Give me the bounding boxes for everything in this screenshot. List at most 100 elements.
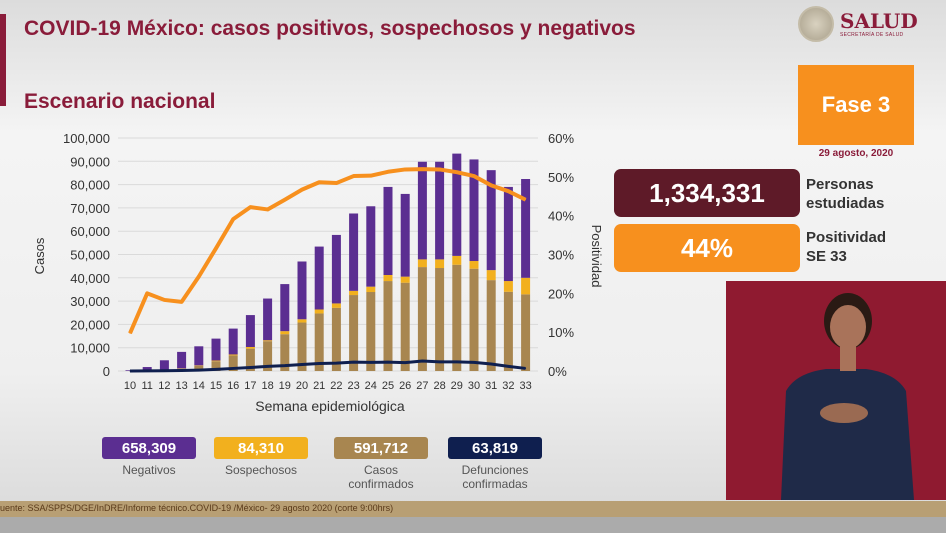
point [387, 171, 389, 173]
point [267, 208, 269, 210]
bar-negativos [142, 367, 152, 371]
x-tick-label: 13 [175, 380, 187, 392]
bar-casos-confirmados [331, 307, 341, 371]
bar-negativos [503, 186, 513, 282]
x-tick-label: 24 [365, 380, 377, 392]
x-tick-label: 26 [399, 380, 411, 392]
legend-value: 591,712 [334, 437, 428, 459]
point [439, 168, 441, 170]
positivity-label: Positividad SE 33 [806, 228, 886, 266]
bar-casos-confirmados [521, 294, 531, 371]
accent-bar [0, 14, 6, 106]
bar-negativos [314, 246, 324, 310]
bar-casos-confirmados [263, 341, 273, 371]
line-positividad [128, 167, 527, 335]
x-tick-label: 20 [296, 380, 308, 392]
x-tick-label: 28 [433, 380, 445, 392]
bar-negativos [349, 213, 359, 291]
legend-label: Casos confirmados [348, 463, 414, 491]
bar-sospechosos [521, 277, 531, 295]
x-tick-label: 18 [261, 380, 273, 392]
point [181, 301, 183, 303]
bar-negativos [297, 261, 307, 320]
point [507, 190, 509, 192]
x-tick-label: 14 [193, 380, 205, 392]
point [267, 365, 269, 367]
source-footer: uente: SSA/SPPS/DGE/InDRE/Informe técnic… [0, 501, 946, 517]
bar-negativos [177, 351, 187, 369]
x-tick-label: 15 [210, 380, 222, 392]
bar-negativos [486, 170, 496, 271]
legend-defunciones: 63,819 Defunciones confirmadas [443, 437, 547, 491]
y-tick-label: 100,000 [63, 131, 110, 146]
y2-tick-label: 40% [548, 209, 574, 224]
bar-sospechosos [383, 275, 393, 282]
y-tick-label: 50,000 [70, 248, 110, 263]
bar-sospechosos [452, 255, 462, 265]
logo-subtext: SECRETARÍA DE SALUD [840, 32, 904, 38]
point [456, 171, 458, 173]
bar-negativos [366, 206, 376, 287]
y-tick-label: 70,000 [70, 201, 110, 216]
y2-axis-label: Positividad [589, 225, 604, 288]
y-tick-label: 10,000 [70, 341, 110, 356]
legend-label: Sospechosos [224, 463, 298, 477]
y2-tick-label: 10% [548, 325, 574, 340]
bar-negativos [331, 234, 341, 304]
y2-tick-label: 50% [548, 170, 574, 185]
x-tick-label: 29 [451, 380, 463, 392]
x-tick-label: 32 [502, 380, 514, 392]
bar-sospechosos [297, 319, 307, 323]
point [163, 299, 165, 301]
bar-sospechosos [435, 259, 445, 269]
y2-tick-label: 60% [548, 131, 574, 146]
point [301, 363, 303, 365]
legend-label: Negativos [122, 463, 176, 477]
bar-sospechosos [349, 290, 359, 296]
label-line: Personas [806, 176, 874, 193]
point [129, 332, 131, 334]
x-tick-label: 31 [485, 380, 497, 392]
bar-sospechosos [280, 331, 290, 335]
phase-badge: Fase 3 [798, 65, 914, 145]
chart: 0 10,000 20,000 30,000 40,000 50,000 60,000 70,… [32, 131, 604, 414]
point [318, 181, 320, 183]
bar-negativos [400, 193, 410, 277]
bar-casos-confirmados [452, 264, 462, 371]
bar-casos-confirmados [314, 313, 324, 371]
legend-value: 658,309 [102, 437, 196, 459]
legend-sospechosos: 84,310 Sospechosos [209, 437, 313, 477]
bar-negativos [452, 153, 462, 256]
bar-negativos [211, 338, 221, 361]
x-tick-label: 11 [141, 380, 152, 392]
interpreter-figure [781, 293, 914, 500]
bar-sospechosos [469, 261, 479, 269]
x-tick-label: 33 [519, 380, 531, 392]
y-tick-label: 90,000 [70, 154, 110, 169]
legend-negativos: 658,309 Negativos [97, 437, 201, 477]
bar-negativos [417, 161, 427, 260]
point [507, 365, 509, 367]
x-tick-label: 27 [416, 380, 428, 392]
bar-sospechosos [245, 347, 255, 349]
bar-negativos [194, 346, 204, 366]
x-tick-label: 17 [244, 380, 256, 392]
point [490, 184, 492, 186]
bar-casos-confirmados [280, 334, 290, 371]
point [215, 368, 217, 370]
point [490, 363, 492, 365]
bar-sospechosos [263, 340, 273, 342]
y-tick-label: 40,000 [70, 271, 110, 286]
bar-casos-confirmados [245, 348, 255, 371]
bar-casos-confirmados [400, 282, 410, 371]
point [198, 276, 200, 278]
logo-text: SALUD [840, 9, 918, 33]
y2-tick-label: 0% [548, 364, 567, 379]
bar-sospechosos [228, 354, 238, 356]
bar-negativos [521, 179, 531, 278]
bar-sospechosos [314, 309, 324, 314]
bar-casos-confirmados [194, 365, 204, 371]
bar-negativos [383, 186, 393, 276]
point [525, 199, 527, 201]
bar-casos-confirmados [228, 355, 238, 371]
